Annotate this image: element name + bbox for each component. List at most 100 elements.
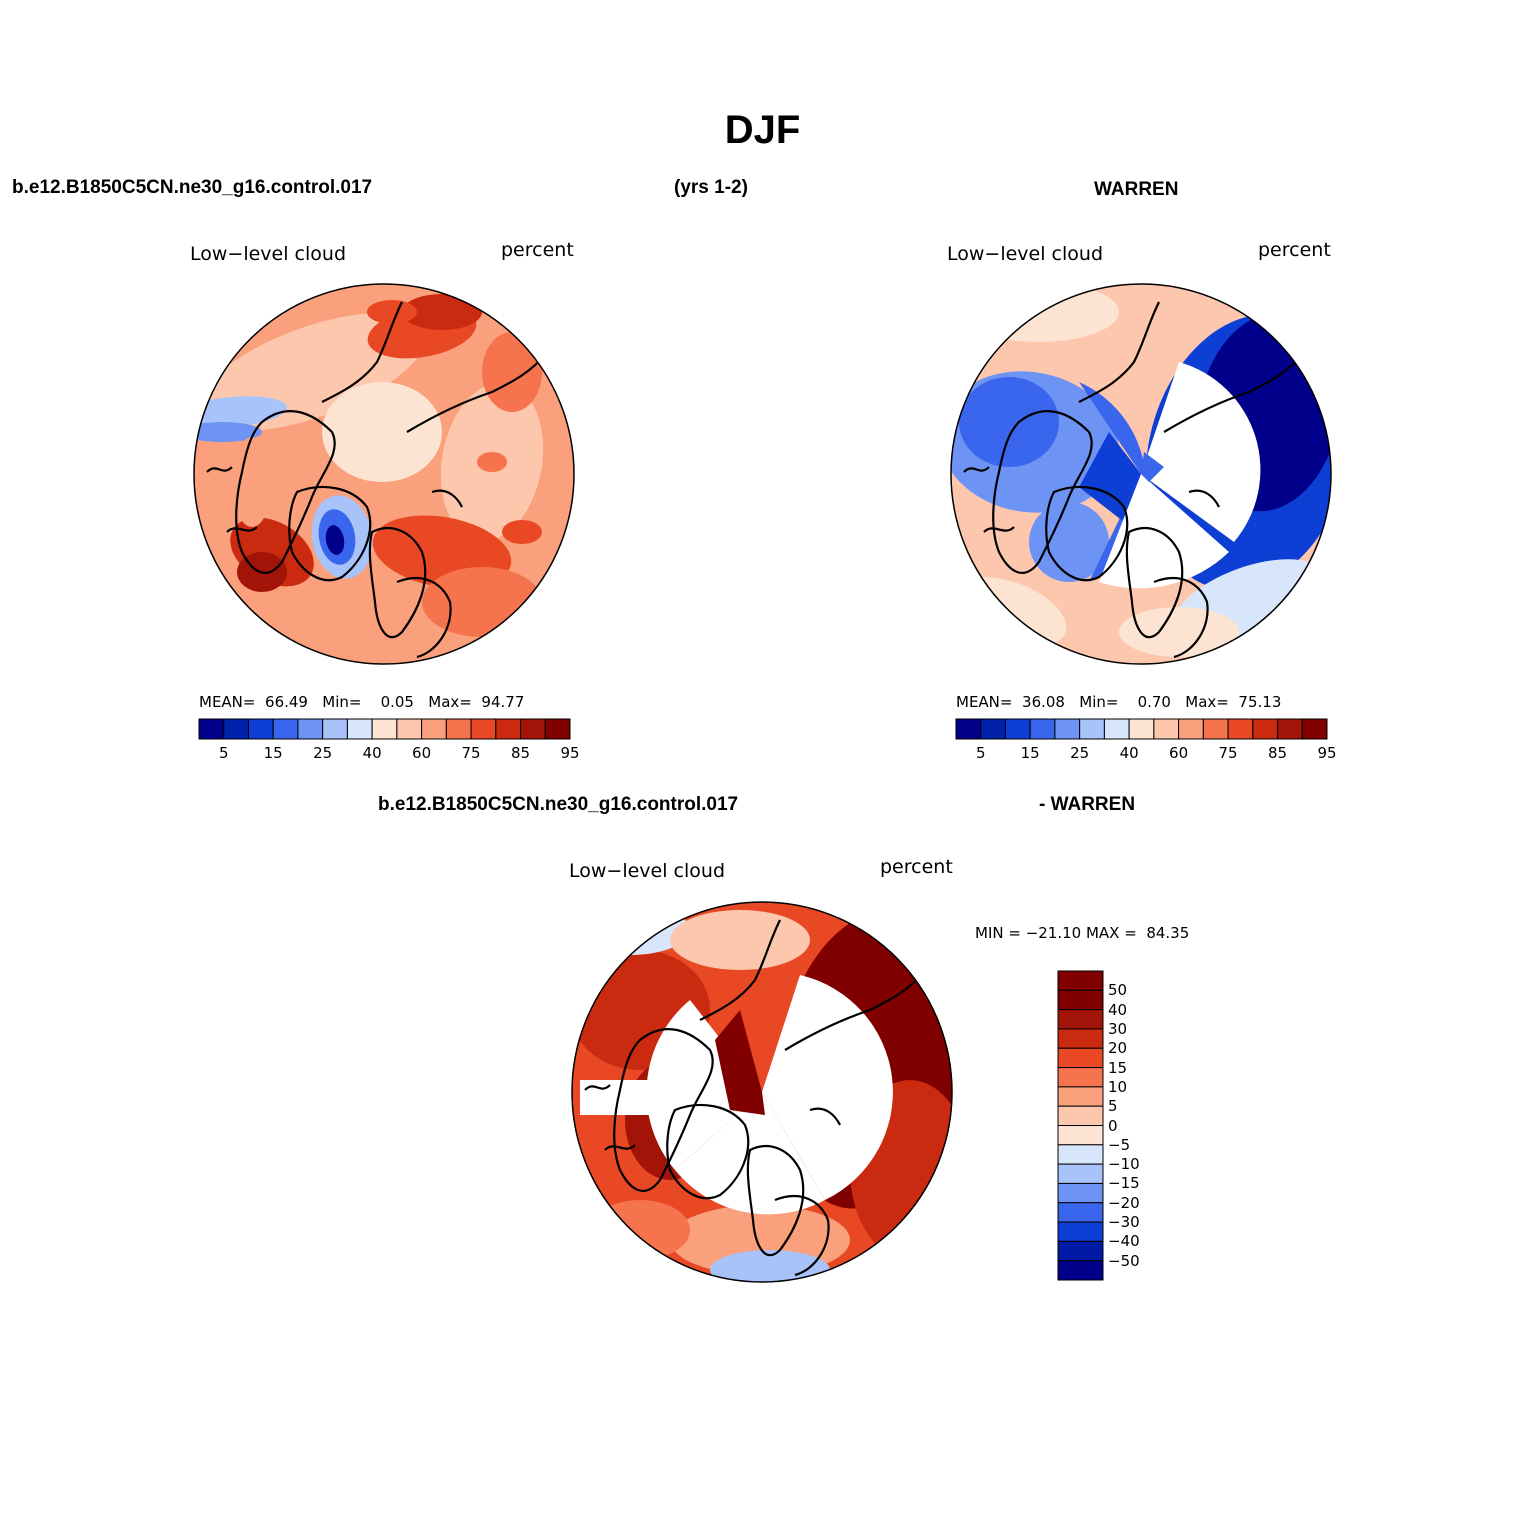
colorbar-box bbox=[272, 718, 299, 740]
colorbar-box bbox=[1057, 1144, 1104, 1165]
colorbar-box bbox=[346, 718, 373, 740]
colorbar-tick-label: 40 bbox=[1119, 744, 1139, 762]
colorbar-box bbox=[445, 718, 472, 740]
colorbar-tick-label: 20 bbox=[1108, 1039, 1128, 1058]
diff-variable: Low−level cloud bbox=[569, 860, 726, 882]
colorbar-box bbox=[1057, 1202, 1104, 1223]
coastline bbox=[666, 1103, 750, 1200]
coastline bbox=[784, 969, 926, 1051]
colorbar-box bbox=[1057, 1240, 1104, 1262]
colorbar-box bbox=[470, 718, 497, 740]
colorbar-box bbox=[1057, 970, 1104, 991]
field-patch bbox=[959, 377, 1059, 467]
colorbar-tick-label: 30 bbox=[1108, 1019, 1128, 1038]
colorbar-tick-label: 40 bbox=[362, 744, 382, 762]
colorbar-tick-label: 95 bbox=[1317, 744, 1337, 762]
obs-polar-map bbox=[950, 283, 1332, 665]
colorbar-tick-label: 15 bbox=[1108, 1058, 1128, 1077]
coastline bbox=[774, 1195, 830, 1277]
field-patch bbox=[477, 452, 507, 472]
field-sector bbox=[715, 1010, 765, 1115]
coastline bbox=[431, 489, 463, 508]
colorbar-tick-label: −15 bbox=[1108, 1174, 1140, 1193]
coastline bbox=[288, 485, 372, 582]
panel1-colorbar-ticks: 5 15 25 40 60 75 85 95 bbox=[199, 744, 580, 764]
field-patch bbox=[402, 294, 482, 330]
colorbar-tick-label: 40 bbox=[1108, 1000, 1128, 1019]
field-sector bbox=[1079, 432, 1141, 522]
missing-data-sector bbox=[1099, 474, 1229, 589]
colorbar-box bbox=[980, 718, 1006, 740]
colorbar-tick-label: −40 bbox=[1108, 1232, 1140, 1251]
field-sector bbox=[1141, 452, 1164, 482]
colorbar-box bbox=[1057, 1163, 1104, 1184]
diff-units: percent bbox=[880, 856, 953, 878]
field-patch bbox=[194, 422, 262, 442]
colorbar-box bbox=[1277, 718, 1303, 740]
coastline bbox=[1188, 489, 1220, 508]
colorbar-box bbox=[1178, 718, 1204, 740]
diff-minmax: MIN = −21.10 MAX = 84.35 bbox=[975, 924, 1190, 942]
colorbar-box bbox=[1057, 1182, 1104, 1204]
colorbar-tick-label: −20 bbox=[1108, 1193, 1140, 1212]
panel2-colorbar bbox=[955, 718, 1328, 740]
figure-title: DJF bbox=[724, 108, 801, 152]
coastline bbox=[235, 410, 336, 574]
coastline bbox=[368, 527, 427, 639]
coastline bbox=[613, 1028, 714, 1192]
colorbar-tick-label: 60 bbox=[412, 744, 432, 762]
coastline bbox=[406, 351, 548, 433]
missing-data-sector bbox=[580, 1080, 665, 1115]
field-patch bbox=[1029, 502, 1109, 582]
colorbar-box bbox=[297, 718, 324, 740]
colorbar-tick-label: 10 bbox=[1108, 1077, 1128, 1096]
colorbar-box bbox=[1301, 718, 1328, 740]
field-patch bbox=[590, 1200, 690, 1260]
colorbar-box bbox=[322, 718, 348, 740]
colorbar-tick-label: 95 bbox=[560, 744, 580, 762]
colorbar-tick-label: 0 bbox=[1108, 1116, 1118, 1135]
colorbar-box bbox=[1227, 718, 1254, 740]
map-boundary bbox=[950, 283, 1332, 665]
colorbar-box bbox=[1057, 1260, 1104, 1281]
colorbar-tick-label: 15 bbox=[263, 744, 283, 762]
panel1-units: percent bbox=[501, 239, 574, 261]
colorbar-box bbox=[1057, 1221, 1104, 1242]
diff-case-name: b.e12.B1850C5CN.ne30_g16.control.017 bbox=[378, 794, 739, 815]
field-patch bbox=[572, 905, 690, 955]
field-patch bbox=[1119, 607, 1239, 657]
coastline bbox=[699, 919, 781, 1021]
colorbar-box bbox=[371, 718, 398, 740]
field-patch bbox=[482, 332, 542, 412]
map-boundary bbox=[193, 283, 575, 665]
colorbar-tick-label: 75 bbox=[1218, 744, 1238, 762]
coastline bbox=[226, 526, 258, 533]
colorbar-box bbox=[223, 718, 249, 740]
colorbar-box bbox=[1057, 989, 1104, 1011]
colorbar-tick-label: −50 bbox=[1108, 1251, 1140, 1270]
colorbar-tick-label: 85 bbox=[510, 744, 531, 762]
colorbar-box bbox=[1079, 718, 1105, 740]
coastline bbox=[992, 410, 1093, 574]
panel2-stats: MEAN= 36.08 Min= 0.70 Max= 75.13 bbox=[956, 693, 1282, 711]
panel2-colorbar-ticks: 5 15 25 40 60 75 85 95 bbox=[956, 744, 1337, 764]
colorbar-box bbox=[421, 718, 447, 740]
coastline bbox=[321, 301, 403, 403]
colorbar-tick-label: 15 bbox=[1020, 744, 1040, 762]
colorbar-box bbox=[1057, 1028, 1104, 1049]
colorbar-box bbox=[495, 718, 522, 740]
colorbar-box bbox=[247, 718, 274, 740]
colorbar-box bbox=[1128, 718, 1155, 740]
field-patch bbox=[502, 520, 542, 544]
coastline bbox=[746, 1145, 805, 1257]
colorbar-box bbox=[1057, 1067, 1104, 1088]
panel1-stats: MEAN= 66.49 Min= 0.05 Max= 94.77 bbox=[199, 693, 525, 711]
colorbar-box bbox=[1057, 1047, 1104, 1069]
colorbar-tick-label: 5 bbox=[218, 744, 229, 762]
coastline bbox=[206, 466, 233, 473]
colorbar-tick-label: 60 bbox=[1169, 744, 1189, 762]
coastline bbox=[1125, 527, 1184, 639]
panel1-colorbar bbox=[198, 718, 571, 740]
colorbar-tick-label: 25 bbox=[1070, 744, 1090, 762]
colorbar-tick-label: −10 bbox=[1108, 1155, 1140, 1174]
